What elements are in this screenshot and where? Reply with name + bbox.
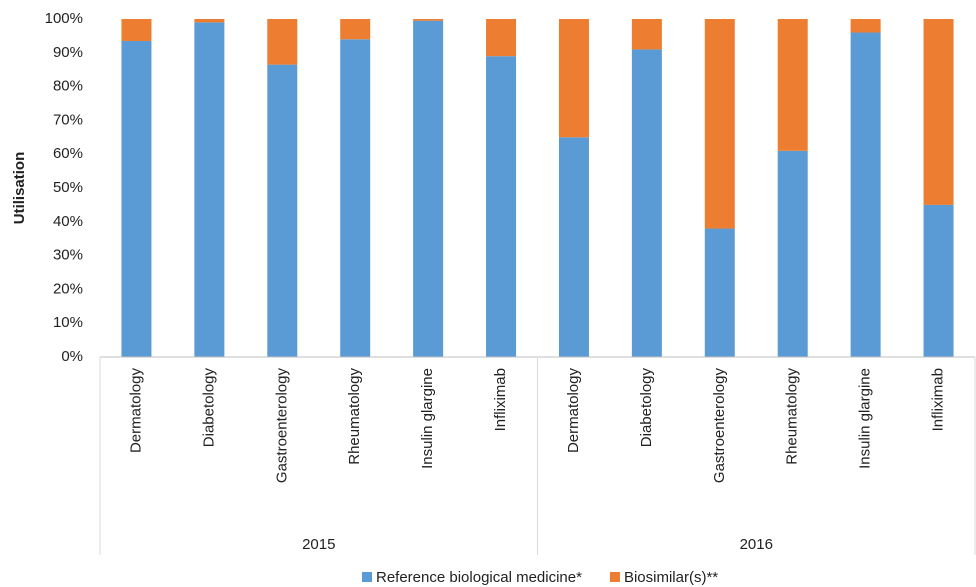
- bar-segment: [631, 19, 662, 50]
- group-label: 2015: [302, 536, 335, 553]
- bar-segment: [194, 19, 225, 23]
- y-tick-label: 10%: [53, 314, 83, 331]
- x-tick-label: Infliximab: [492, 368, 509, 431]
- y-tick-label: 0%: [61, 348, 83, 365]
- x-tick-label: Dermatology: [127, 368, 144, 454]
- x-tick-label: Gastroenterology: [711, 368, 728, 484]
- x-tick-label: Infliximab: [930, 368, 947, 431]
- legend-label: Biosimilar(s)**: [624, 569, 718, 586]
- x-tick-label: Gastroenterology: [273, 368, 290, 484]
- group-label: 2016: [740, 536, 773, 553]
- legend-label: Reference biological medicine*: [376, 569, 582, 586]
- y-tick-label: 30%: [53, 247, 83, 264]
- bar-segment: [413, 19, 444, 21]
- y-tick-label: 90%: [53, 44, 83, 61]
- x-tick-label: Rheumatology: [346, 368, 363, 465]
- legend-swatch: [362, 572, 372, 582]
- x-tick-label: Insulin glargine: [857, 368, 874, 469]
- bar-segment: [267, 19, 298, 65]
- x-tick-label: Diabetology: [200, 368, 217, 448]
- bar-segment: [704, 19, 735, 229]
- y-tick-label: 50%: [53, 179, 83, 196]
- y-tick-label: 20%: [53, 280, 83, 297]
- legend-swatch: [609, 572, 620, 582]
- bar-segment: [631, 49, 662, 358]
- bar-segment: [777, 19, 808, 151]
- bar-segment: [704, 228, 735, 357]
- x-tick-label: Insulin glargine: [419, 368, 436, 469]
- x-tick-label: Dermatology: [565, 368, 582, 454]
- bar-segment: [923, 204, 954, 357]
- bar-segment: [194, 22, 225, 357]
- bar-segment: [558, 137, 589, 357]
- y-tick-label: 100%: [45, 10, 83, 27]
- bar-segment: [923, 19, 954, 205]
- bar-segment: [486, 19, 517, 57]
- y-tick-label: 40%: [53, 213, 83, 230]
- x-tick-label: Diabetology: [638, 368, 655, 448]
- bar-segment: [340, 19, 371, 40]
- y-tick-label: 70%: [53, 111, 83, 128]
- bar-segment: [850, 32, 881, 358]
- bar-segment: [558, 19, 589, 138]
- bar-segment: [121, 19, 152, 41]
- bar-segment: [777, 150, 808, 357]
- bar-segment: [340, 39, 371, 357]
- bar-segment: [850, 19, 881, 33]
- bar-segment: [267, 64, 298, 357]
- y-axis-label: Utilisation: [11, 152, 28, 225]
- y-tick-label: 60%: [53, 145, 83, 162]
- bar-segment: [413, 20, 444, 357]
- y-tick-label: 80%: [53, 78, 83, 95]
- bar-segment: [486, 56, 517, 358]
- x-tick-label: Rheumatology: [784, 368, 801, 465]
- bar-segment: [121, 40, 152, 357]
